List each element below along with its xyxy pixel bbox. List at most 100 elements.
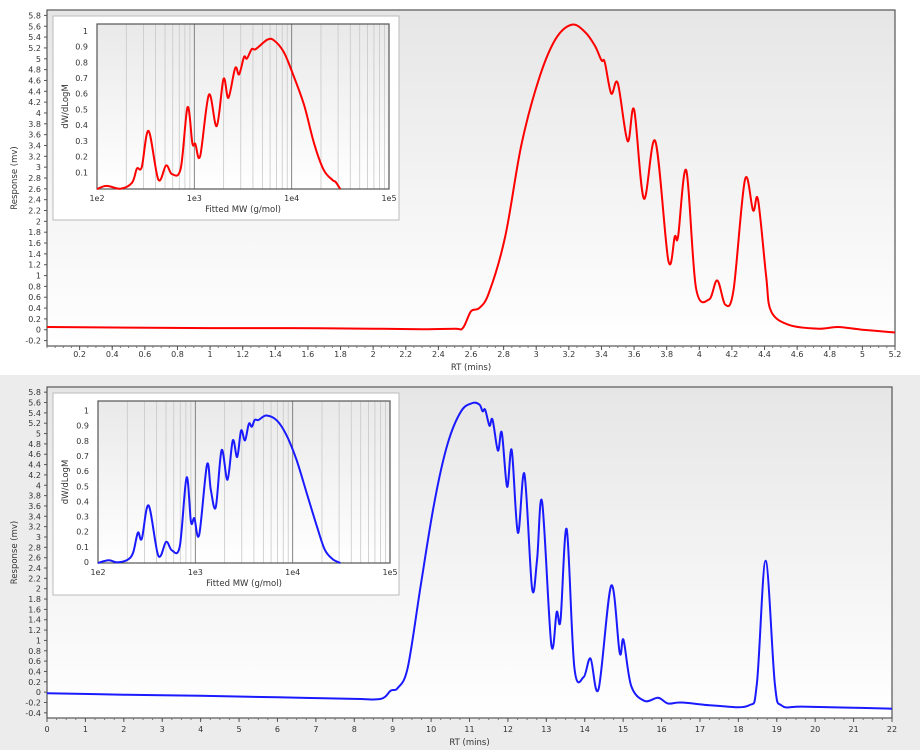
y-tick-label: 4.8 (28, 440, 41, 449)
x-tick-label: 7 (313, 725, 318, 734)
x-tick-label: 9 (390, 725, 395, 734)
series-line-response (46, 23, 896, 334)
x-tick-label: 4 (697, 350, 702, 359)
x-tick-label: 2.6 (465, 350, 478, 359)
y-tick-label: 1.6 (28, 605, 41, 614)
x-tick-label: 4 (198, 725, 203, 734)
inset-mwd-curve (96, 37, 342, 190)
y-tick-label: 0.4 (28, 304, 41, 313)
inset-x-tick-label: 1e2 (90, 568, 105, 577)
y-tick-label: 2.2 (28, 207, 41, 216)
inset-plot-border (96, 23, 390, 190)
y-tick-label: 4.2 (28, 98, 41, 107)
y-tick-label: 3.6 (28, 502, 41, 511)
y-tick-label: 1 (36, 636, 41, 645)
y-tick-label: 2 (36, 585, 41, 594)
inset-plot-area (97, 24, 389, 189)
x-tick-label: 11 (464, 725, 474, 734)
inset-y-tick-label: 0.6 (76, 467, 89, 476)
x-tick-label: 20 (810, 725, 820, 734)
x-tick-label: 1.4 (269, 350, 282, 359)
x-tick-label: 4.8 (823, 350, 836, 359)
x-tick-label: 2.2 (399, 350, 412, 359)
x-tick-label: 16 (656, 725, 666, 734)
inset-y-axis-label: dW/dLogM (61, 460, 71, 505)
x-tick-label: 19 (772, 725, 782, 734)
inset-y-tick-label: 0.9 (76, 422, 89, 431)
inset-x-tick-label: 1e4 (284, 194, 299, 203)
x-tick-label: 1.8 (334, 350, 347, 359)
y-tick-label: -0.4 (25, 709, 41, 718)
inset-x-tick-label: 1e5 (382, 568, 397, 577)
x-tick-label: 2.4 (432, 350, 445, 359)
inset-y-tick-label: 0.8 (75, 58, 88, 67)
inset-x-tick-label: 1e3 (187, 194, 202, 203)
y-tick-label: 4.4 (28, 87, 41, 96)
y-tick-label: 5.2 (28, 419, 41, 428)
y-tick-label: 5 (36, 55, 41, 64)
y-tick-label: 4.2 (28, 471, 41, 480)
x-tick-label: 12 (503, 725, 513, 734)
y-tick-label: 3.6 (28, 131, 41, 140)
y-tick-label: 1.8 (28, 595, 41, 604)
y-tick-label: 1.2 (28, 626, 41, 635)
inset-x-tick-label: 1e5 (381, 194, 396, 203)
x-tick-label: 1.6 (302, 350, 315, 359)
y-tick-label: 5.4 (28, 33, 41, 42)
x-tick-label: 18 (733, 725, 743, 734)
x-tick-label: 2 (121, 725, 126, 734)
x-tick-label: 0.2 (73, 350, 86, 359)
inset-x-axis-label: Fitted MW (g/mol) (206, 579, 282, 589)
series-line-response (46, 401, 893, 710)
y-tick-label: 0.4 (28, 667, 41, 676)
x-tick-label: 4.2 (726, 350, 739, 359)
top-chart: -0.200.20.40.60.811.21.41.61.822.22.42.6… (10, 9, 901, 373)
inset-y-tick-label: 0.9 (75, 43, 88, 52)
y-tick-label: 2.6 (28, 554, 41, 563)
y-tick-label: 0.8 (28, 647, 41, 656)
inset-x-axis-label: Fitted MW (g/mol) (205, 205, 281, 215)
inset-x-tick-label: 1e2 (89, 194, 104, 203)
x-tick-label: 1 (83, 725, 88, 734)
inset-y-tick-label: 0.6 (75, 90, 88, 99)
y-tick-label: 2.2 (28, 574, 41, 583)
y-tick-label: 2.6 (28, 185, 41, 194)
x-tick-label: 2.8 (497, 350, 510, 359)
y-tick-label: 3.8 (28, 120, 41, 129)
x-tick-label: 17 (695, 725, 705, 734)
x-tick-label: 8 (352, 725, 357, 734)
inset-y-tick-label: 0.2 (76, 528, 89, 537)
x-axis-label: RT (mins) (451, 363, 491, 373)
y-tick-label: 2 (36, 217, 41, 226)
y-tick-label: -0.2 (25, 337, 41, 346)
y-axis-label: Response (mv) (10, 521, 20, 584)
y-tick-label: 0.6 (28, 293, 41, 302)
y-tick-label: 5.8 (28, 11, 41, 20)
x-tick-label: 4.6 (791, 350, 804, 359)
y-tick-label: 3.8 (28, 492, 41, 501)
inset-y-tick-label: 1 (84, 407, 89, 416)
y-tick-label: 1.2 (28, 261, 41, 270)
x-tick-label: 15 (618, 725, 628, 734)
y-tick-label: 3 (36, 533, 41, 542)
inset-y-tick-label: 0.7 (75, 74, 88, 83)
y-tick-label: 4.8 (28, 66, 41, 75)
y-tick-label: 2.8 (28, 543, 41, 552)
inset-x-tick-label: 1e4 (285, 568, 300, 577)
y-tick-label: 1.4 (28, 250, 41, 259)
y-tick-label: 4.6 (28, 76, 41, 85)
inset-y-axis-label: dW/dLogM (61, 84, 71, 129)
inset-plot-border (97, 400, 391, 564)
y-tick-label: 0.8 (28, 282, 41, 291)
inset-y-tick-label: 1 (83, 27, 88, 36)
x-axis-label: RT (mins) (449, 738, 489, 748)
inset-mwd-curve (97, 414, 341, 564)
inset-y-tick-label: 0.5 (75, 105, 88, 114)
x-tick-label: 21 (848, 725, 858, 734)
inset-y-tick-label: 0.2 (75, 153, 88, 162)
x-tick-label: 0 (44, 725, 49, 734)
x-tick-label: 3.4 (595, 350, 608, 359)
x-tick-label: 22 (887, 725, 897, 734)
y-tick-label: 5.6 (28, 22, 41, 31)
